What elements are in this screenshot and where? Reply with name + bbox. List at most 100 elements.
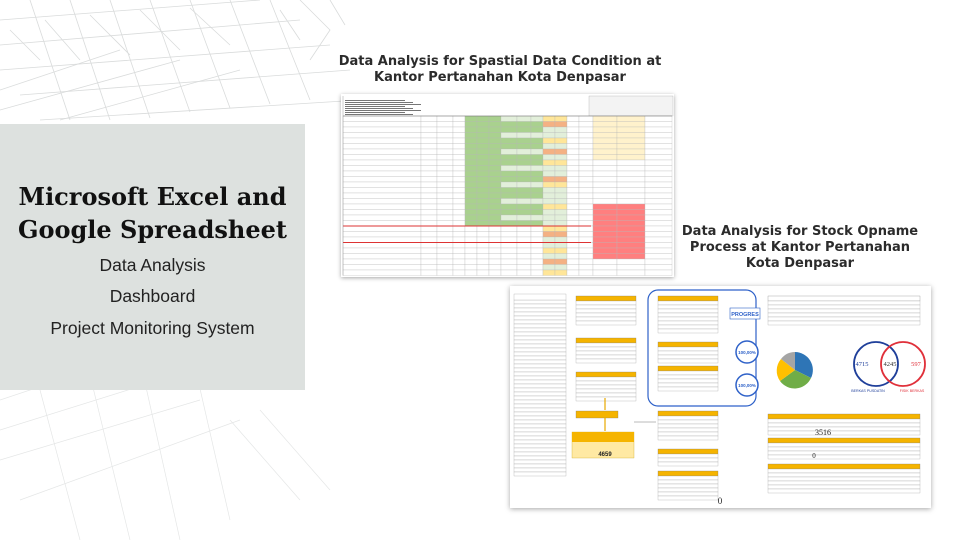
dashboard-canvas: PROGRES 100,00% 100,00% 4715 4245 597 BE… <box>513 289 926 506</box>
sheet-cell <box>464 236 478 243</box>
sheet-cell <box>616 198 646 205</box>
list-row <box>513 379 567 385</box>
sheet-cell <box>578 121 594 128</box>
sheet-cell <box>452 176 466 183</box>
sheet-cell <box>464 181 478 188</box>
pie-slice-3 <box>776 359 795 381</box>
sheet-cell <box>566 209 580 216</box>
sheet-cell <box>420 165 438 172</box>
sheet-cell <box>566 170 580 177</box>
sheet-cell <box>592 165 618 172</box>
sheet-cell <box>566 187 580 194</box>
sheet-cell <box>500 148 518 155</box>
sheet-cell <box>464 198 478 205</box>
sheet-cell <box>476 154 490 161</box>
sheet-cell <box>516 170 532 177</box>
sheet-cell <box>342 132 422 139</box>
sheet-cell <box>420 176 438 183</box>
table-row <box>767 316 921 322</box>
list-row <box>513 315 567 321</box>
sheet-cell <box>488 225 502 232</box>
sheet-cell <box>530 170 544 177</box>
sheet-cell <box>436 132 454 139</box>
sheet-cell <box>516 137 532 144</box>
sheet-cell <box>476 258 490 265</box>
sheet-cell <box>500 181 518 188</box>
venn-value-mid: 4245 <box>884 361 897 368</box>
list-row <box>513 299 567 305</box>
sheet-cell <box>592 247 618 254</box>
table-row <box>657 324 719 330</box>
sheet-cell <box>578 143 594 150</box>
skill-dashboard: Dashboard <box>109 286 196 306</box>
sheet-cell <box>554 258 568 265</box>
sheet-cell <box>488 115 502 122</box>
spatial-data-spreadsheet <box>341 94 674 277</box>
sheet-cell <box>436 137 454 144</box>
list-row <box>513 311 567 317</box>
table-row <box>657 382 719 388</box>
sheet-cell <box>342 181 422 188</box>
list-row <box>513 331 567 337</box>
sheet-cell <box>542 143 556 150</box>
sheet-cell <box>476 165 490 172</box>
list-row <box>513 415 567 421</box>
sheet-cell <box>464 214 478 221</box>
sheet-cell <box>436 154 454 161</box>
sheet-cell <box>554 132 568 139</box>
sheet-cell <box>542 198 556 205</box>
sheet-cell <box>488 264 502 271</box>
sheet-cell <box>452 170 466 177</box>
list-row <box>513 383 567 389</box>
sheet-cell <box>436 126 454 133</box>
sheet-cell <box>554 192 568 199</box>
sheet-cell <box>592 176 618 183</box>
sheet-cell <box>554 209 568 216</box>
sheet-cell <box>342 198 422 205</box>
sheet-cell <box>476 220 490 227</box>
sheet-cell <box>530 247 544 254</box>
table-header <box>657 410 719 417</box>
sheet-cell <box>644 176 673 183</box>
sheet-cell <box>530 209 544 216</box>
list-row <box>513 391 567 397</box>
sheet-cell <box>420 121 438 128</box>
big-number-3: 4659 <box>598 452 612 458</box>
table-row <box>767 450 921 456</box>
sheet-cell <box>578 269 594 276</box>
sheet-cell <box>488 148 502 155</box>
list-row <box>513 335 567 341</box>
sheet-cell <box>592 264 618 271</box>
sheet-cell <box>500 231 518 238</box>
sheet-cell <box>578 225 594 232</box>
sheet-cell <box>500 247 518 254</box>
sheet-cell <box>578 214 594 221</box>
sheet-cell <box>554 165 568 172</box>
sheet-cell <box>566 165 580 172</box>
sheet-cell <box>530 214 544 221</box>
sheet-cell <box>436 176 454 183</box>
sheet-cell <box>616 126 646 133</box>
sheet-cell <box>592 170 618 177</box>
sheet-cell <box>578 220 594 227</box>
sheet-cell <box>516 231 532 238</box>
sheet-cell <box>554 170 568 177</box>
sheet-cell <box>516 187 532 194</box>
sheet-cell <box>592 253 618 260</box>
sheet-cell <box>464 225 478 232</box>
sheet-cell <box>476 242 490 249</box>
sheet-cell <box>578 198 594 205</box>
sheet-cell <box>542 220 556 227</box>
sheet-cell <box>476 236 490 243</box>
sheet-cell <box>516 159 532 166</box>
sheet-cell <box>452 231 466 238</box>
sheet-cell <box>420 253 438 260</box>
skills-title: Microsoft Excel and Google Spreadsheet <box>0 180 305 246</box>
sheet-cell <box>516 264 532 271</box>
table-row <box>575 316 637 322</box>
sheet-cell <box>452 220 466 227</box>
sheet-cell <box>554 148 568 155</box>
sheet-cell <box>616 137 646 144</box>
sheet-cell <box>530 165 544 172</box>
sheet-cell <box>566 192 580 199</box>
